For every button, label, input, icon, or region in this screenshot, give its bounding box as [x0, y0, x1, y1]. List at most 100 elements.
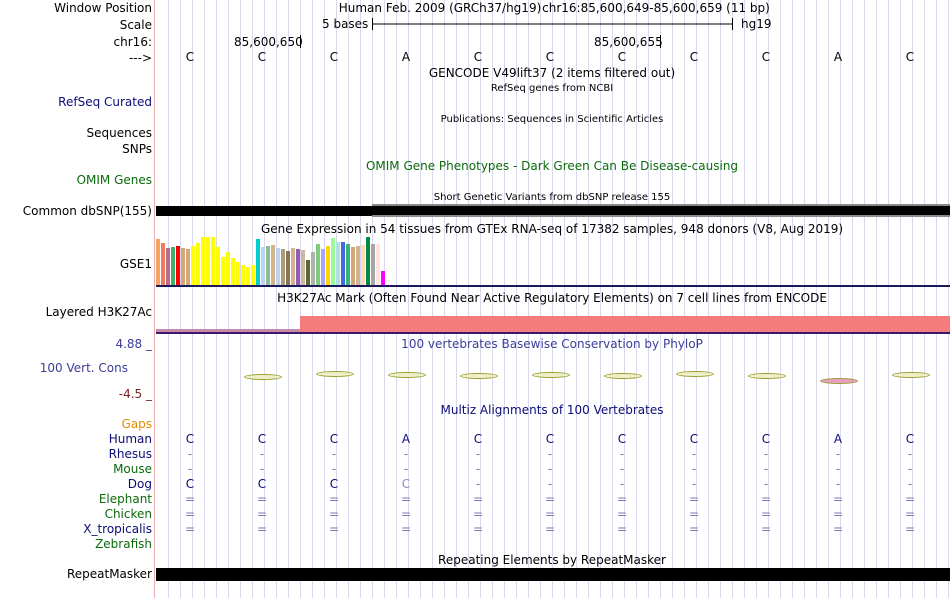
refseq-subtitle[interactable]: RefSeq genes from NCBI: [490, 83, 614, 94]
gtex-tissue-bar[interactable]: [381, 271, 385, 285]
gtex-tissue-bar[interactable]: [316, 244, 320, 285]
aligned-base: =: [472, 507, 484, 521]
gtex-tissue-bar[interactable]: [231, 258, 235, 285]
aligned-base: -: [907, 477, 913, 491]
gtex-tissue-bar[interactable]: [366, 237, 370, 285]
gtex-tissue-bar[interactable]: [306, 260, 310, 285]
gtex-tissue-bar[interactable]: [351, 247, 355, 285]
gtex-tissue-bar[interactable]: [256, 239, 260, 285]
species-label[interactable]: Dog: [127, 477, 152, 491]
gtex-tissue-bar[interactable]: [321, 249, 325, 285]
species-label[interactable]: Elephant: [98, 492, 152, 506]
species-label[interactable]: X_tropicalis: [83, 522, 152, 536]
phylop-score-mark[interactable]: [316, 371, 354, 377]
gtex-tissue-bar[interactable]: [176, 246, 180, 285]
gtex-tissue-bar[interactable]: [206, 237, 210, 285]
gtex-tissue-bar[interactable]: [361, 245, 365, 285]
gtex-tissue-bar[interactable]: [241, 265, 245, 285]
dbsnp-title[interactable]: Short Genetic Variants from dbSNP releas…: [433, 192, 671, 203]
repeatmasker-bar[interactable]: [156, 568, 950, 581]
aligned-base: -: [259, 462, 265, 476]
aligned-base: =: [760, 492, 772, 506]
aligned-base: =: [256, 492, 268, 506]
gtex-tissue-bar[interactable]: [376, 244, 380, 285]
repeatmasker-title[interactable]: Repeating Elements by RepeatMasker: [438, 553, 666, 567]
species-label[interactable]: Rhesus: [108, 447, 152, 461]
gtex-tissue-bar[interactable]: [191, 246, 195, 285]
phylop-score-mark[interactable]: [676, 371, 714, 377]
gtex-tissue-bar[interactable]: [341, 242, 345, 285]
gtex-tissue-bar[interactable]: [216, 247, 220, 285]
gtex-tissue-bar[interactable]: [236, 262, 240, 285]
aligned-base: =: [544, 507, 556, 521]
species-label[interactable]: Chicken: [104, 507, 152, 521]
dbsnp-black-inner-bar[interactable]: [372, 206, 950, 215]
gtex-tissue-bar[interactable]: [356, 246, 360, 285]
gtex-tissue-bar[interactable]: [221, 257, 225, 285]
gtex-tissue-bar[interactable]: [326, 246, 330, 285]
gtex-tissue-bar[interactable]: [336, 242, 340, 285]
gtex-tissue-bar[interactable]: [271, 245, 275, 285]
gse1-label[interactable]: GSE1: [119, 257, 152, 271]
gtex-tissue-bar[interactable]: [171, 247, 175, 285]
gtex-tissue-bar[interactable]: [276, 248, 280, 285]
phylop-score-mark[interactable]: [532, 372, 570, 378]
species-label[interactable]: Human: [108, 432, 152, 446]
gtex-tissue-bar[interactable]: [261, 247, 265, 285]
gtex-tissue-bar[interactable]: [331, 238, 335, 285]
phylop-score-mark[interactable]: [820, 378, 858, 384]
omim-title[interactable]: OMIM Gene Phenotypes - Dark Green Can Be…: [365, 159, 739, 173]
phylop-title[interactable]: 100 vertebrates Basewise Conservation by…: [401, 337, 703, 351]
aligned-base: -: [619, 462, 625, 476]
gtex-tissue-bar[interactable]: [186, 249, 190, 285]
gtex-tissue-bar[interactable]: [301, 250, 305, 285]
repeatmasker-label[interactable]: RepeatMasker: [66, 567, 152, 581]
phylop-track-label[interactable]: 100 Vert. Cons: [39, 361, 128, 375]
gtex-title[interactable]: Gene Expression in 54 tissues from GTEx …: [260, 222, 844, 236]
species-label[interactable]: Mouse: [113, 462, 152, 476]
gencode-title[interactable]: GENCODE V49lift37 (2 items filtered out): [428, 66, 676, 80]
aligned-base: -: [331, 462, 337, 476]
phylop-score-mark[interactable]: [388, 372, 426, 378]
aligned-base: =: [616, 507, 628, 521]
aligned-base: =: [688, 492, 700, 506]
gtex-tissue-bar[interactable]: [226, 252, 230, 285]
omim-genes-label[interactable]: OMIM Genes: [76, 173, 152, 187]
phylop-score-mark[interactable]: [892, 372, 930, 378]
multiz-title[interactable]: Multiz Alignments of 100 Vertebrates: [440, 403, 664, 417]
gtex-tissue-bar[interactable]: [371, 244, 375, 285]
phylop-score-mark[interactable]: [460, 373, 498, 379]
layered-h3k27ac-label[interactable]: Layered H3K27Ac: [45, 305, 152, 319]
publications-title[interactable]: Publications: Sequences in Scientific Ar…: [440, 114, 664, 125]
gtex-tissue-bar[interactable]: [161, 243, 165, 285]
species-label[interactable]: Zebrafish: [95, 537, 152, 551]
gtex-tissue-bar[interactable]: [266, 246, 270, 285]
h3k27ac-signal[interactable]: [300, 316, 950, 332]
h3k27ac-low-signal[interactable]: [156, 329, 300, 332]
gaps-label[interactable]: Gaps: [121, 417, 152, 431]
aligned-base: =: [400, 522, 412, 536]
gtex-tissue-bar[interactable]: [311, 252, 315, 285]
gtex-tissue-bar[interactable]: [201, 237, 205, 285]
common-dbsnp-label[interactable]: Common dbSNP(155): [22, 204, 152, 218]
snps-label[interactable]: SNPs: [122, 142, 152, 156]
phylop-score-mark[interactable]: [748, 373, 786, 379]
gtex-tissue-bar[interactable]: [286, 251, 290, 285]
gtex-tissue-bar[interactable]: [166, 248, 170, 285]
gtex-tissue-bar[interactable]: [196, 243, 200, 285]
aligned-base: -: [547, 462, 553, 476]
phylop-score-mark[interactable]: [244, 374, 282, 380]
gtex-tissue-bar[interactable]: [281, 249, 285, 285]
gtex-tissue-bar[interactable]: [346, 244, 350, 285]
gtex-tissue-bar[interactable]: [156, 239, 160, 285]
gtex-tissue-bar[interactable]: [211, 237, 215, 285]
h3k27ac-title[interactable]: H3K27Ac Mark (Often Found Near Active Re…: [277, 291, 827, 305]
phylop-score-mark[interactable]: [604, 373, 642, 379]
refseq-curated-label[interactable]: RefSeq Curated: [58, 95, 152, 109]
sequences-label[interactable]: Sequences: [86, 126, 152, 140]
gtex-tissue-bar[interactable]: [296, 249, 300, 285]
gtex-tissue-bar[interactable]: [181, 248, 185, 285]
gtex-tissue-bar[interactable]: [291, 248, 295, 285]
gtex-tissue-bar[interactable]: [246, 267, 250, 285]
gtex-tissue-bar[interactable]: [251, 265, 255, 285]
